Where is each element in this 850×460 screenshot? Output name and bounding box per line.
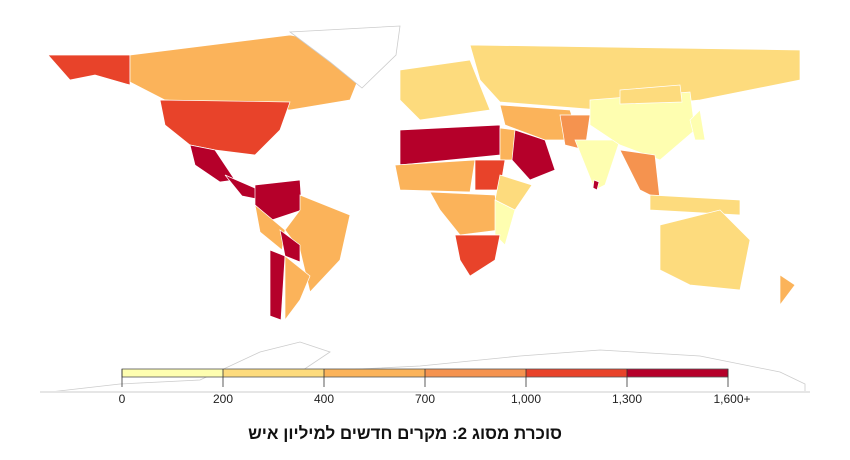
legend-tick-label: 1,000 [510, 392, 542, 406]
country-indonesia [649, 194, 741, 216]
country-mongolia [619, 84, 683, 105]
country-japan [689, 109, 706, 141]
color-legend [40, 368, 810, 393]
country-central-africa [429, 191, 501, 236]
country-new-zealand [779, 274, 796, 307]
country-australia [659, 209, 751, 291]
legend-swatch [425, 369, 526, 377]
country-middle-east [499, 104, 581, 141]
map-title: סוכרת מסוג 2: מקרים חדשים למיליון איש [248, 424, 562, 443]
legend-swatch [526, 369, 627, 377]
country-north-south-america [254, 179, 303, 221]
country-chile [269, 249, 286, 321]
legend-tick-label: 200 [212, 392, 234, 406]
greenland [288, 25, 401, 89]
legend-tick-label: 0 [118, 392, 126, 406]
legend-tick-label: 400 [313, 392, 335, 406]
country-argentina [284, 255, 311, 322]
legend-swatch [122, 369, 223, 377]
country-southern-africa [454, 234, 501, 277]
legend-swatch [324, 369, 425, 377]
country-brazil [284, 194, 351, 293]
country-europe [399, 59, 491, 121]
legend-swatch [627, 369, 728, 377]
country-mexico [189, 144, 236, 183]
country-india [574, 139, 621, 191]
legend-tick-label: 1,300 [611, 392, 643, 406]
country-west-africa [394, 159, 476, 193]
country-usa [159, 99, 291, 156]
country-sri-lanka [592, 179, 600, 191]
legend-tick-label: 1,600+ [713, 392, 751, 406]
country-peru [254, 204, 286, 251]
country-alaska [47, 54, 131, 86]
country-bolivia [279, 229, 301, 263]
country-north-africa [399, 124, 501, 166]
country-china [589, 91, 696, 161]
legend-swatch [223, 369, 324, 377]
country-east-africa [494, 199, 516, 246]
country-southeast-asia [619, 149, 661, 201]
legend-tick-label: 700 [414, 392, 436, 406]
antarctica [49, 341, 806, 393]
